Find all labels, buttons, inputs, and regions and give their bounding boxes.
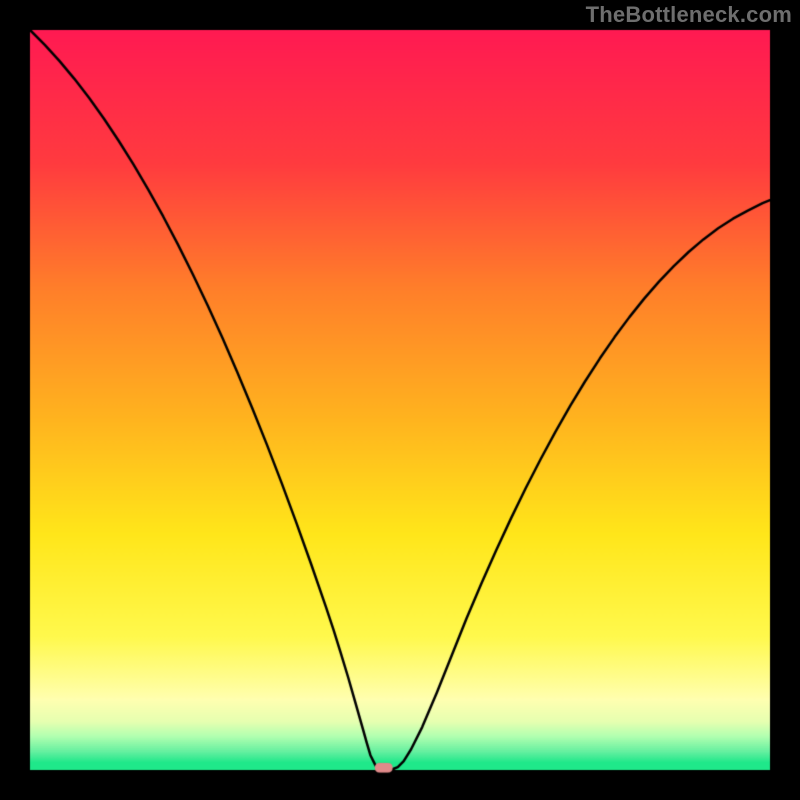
watermark-text: TheBottleneck.com: [586, 2, 792, 28]
bottleneck-chart: [0, 0, 800, 800]
